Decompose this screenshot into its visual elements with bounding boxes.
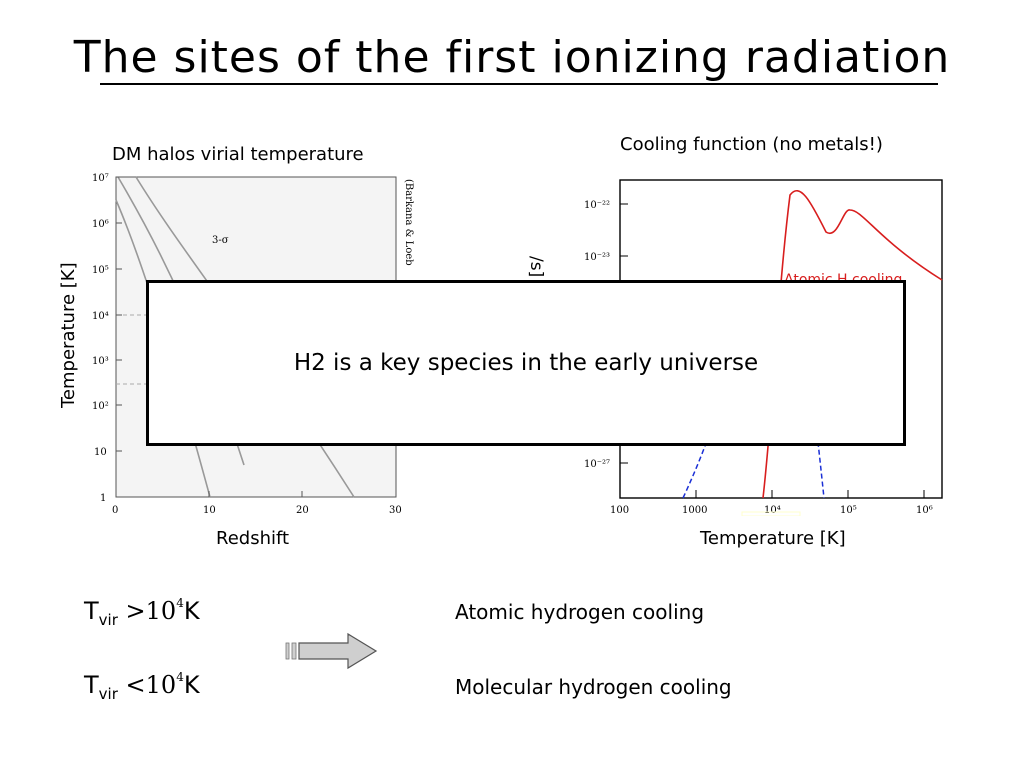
slide-title: The sites of the first ionizing radiatio…: [73, 32, 951, 83]
molecular-hydrogen-cooling-text: Molecular hydrogen cooling: [455, 675, 732, 699]
right-plot-ylabel-fragment: /s]: [526, 256, 546, 278]
left-plot-caption: DM halos virial temperature: [112, 144, 364, 165]
vir-subscript: vir: [98, 611, 118, 629]
left-xtick-30: 30: [389, 505, 402, 516]
overlay-callout-box: H2 is a key species in the early univers…: [146, 280, 906, 446]
right-plot-caption: Cooling function (no metals!): [620, 134, 883, 155]
right-ytick-1e-27: 10⁻²⁷: [584, 459, 610, 470]
kelvin-unit: K: [183, 597, 200, 625]
left-ytick-1e7: 10⁷: [92, 173, 109, 184]
tvir-greater-equation: Tvir >104K: [84, 596, 200, 629]
right-xtick-1e4: 10⁴: [764, 505, 781, 516]
less-than-sign: <: [125, 671, 146, 699]
left-xtick-10: 10: [203, 505, 216, 516]
left-ytick-1: 1: [100, 493, 106, 504]
left-plot-xlabel: Redshift: [216, 528, 290, 549]
left-ytick-1e6: 10⁶: [92, 219, 109, 230]
power-base: 10: [145, 597, 177, 625]
right-xtick-1e6: 10⁶: [916, 505, 933, 516]
left-side-label: (Barkana & Loeb: [403, 179, 414, 266]
left-xtick-20: 20: [296, 505, 309, 516]
t-symbol: T: [84, 597, 99, 625]
greater-than-sign: >: [125, 597, 146, 625]
left-ytick-1e2: 10²: [92, 401, 109, 412]
power-exponent: 4: [176, 670, 184, 684]
right-arrow-icon: [285, 632, 378, 670]
right-ytick-1e-23: 10⁻²³: [584, 252, 610, 263]
title-underline: [100, 83, 938, 85]
power-exponent: 4: [176, 596, 184, 610]
left-plot-ylabel: Temperature [K]: [58, 262, 79, 408]
right-xtick-1e5: 10⁵: [840, 505, 857, 516]
t-symbol: T: [84, 671, 99, 699]
left-ytick-1e5: 10⁵: [92, 265, 109, 276]
kelvin-unit: K: [183, 671, 200, 699]
left-curve-label: 3-σ: [212, 235, 229, 246]
right-plot-xlabel: Temperature [K]: [700, 528, 846, 549]
left-ytick-10: 10: [94, 447, 107, 458]
left-xtick-0: 0: [112, 505, 118, 516]
left-ytick-1e4: 10⁴: [92, 311, 109, 322]
vir-subscript: vir: [98, 685, 118, 703]
tvir-less-equation: Tvir <104K: [84, 670, 200, 703]
right-xtick-1000: 1000: [682, 505, 707, 516]
overlay-callout-text: H2 is a key species in the early univers…: [293, 350, 759, 376]
left-ytick-1e3: 10³: [92, 356, 109, 367]
atomic-hydrogen-cooling-text: Atomic hydrogen cooling: [455, 600, 705, 624]
power-base: 10: [145, 671, 177, 699]
right-ytick-1e-22: 10⁻²²: [584, 200, 610, 211]
right-xtick-100: 100: [610, 505, 629, 516]
